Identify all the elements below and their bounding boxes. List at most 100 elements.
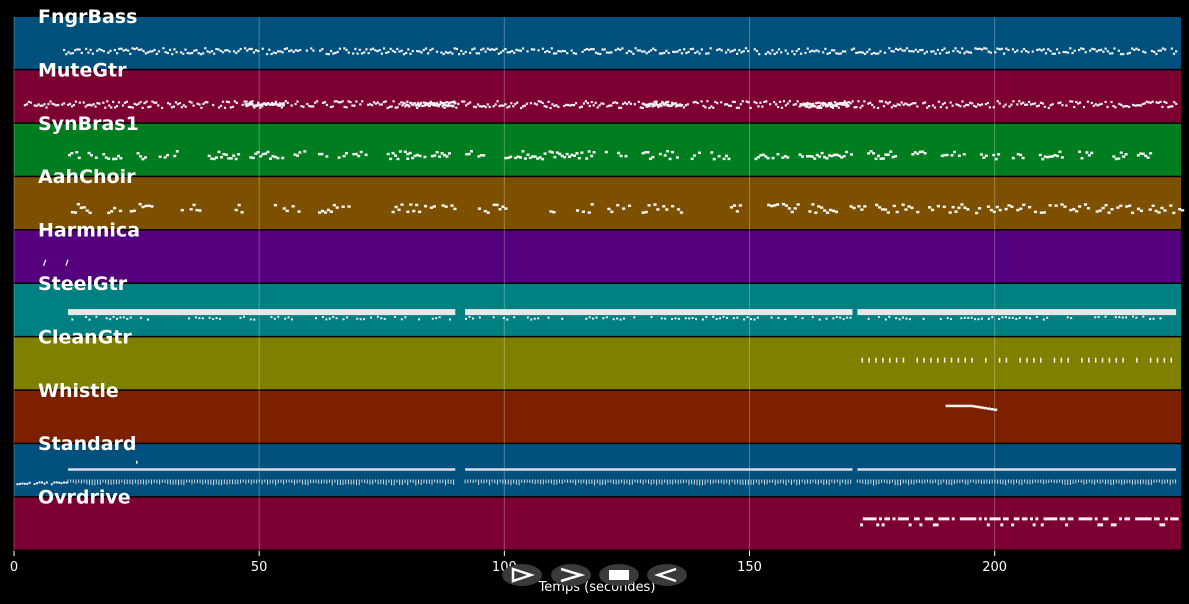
note xyxy=(815,49,818,52)
note xyxy=(63,48,66,52)
note xyxy=(1175,517,1179,521)
track-lane-aahchoir[interactable] xyxy=(14,177,1181,230)
note xyxy=(737,106,740,109)
note xyxy=(793,207,797,210)
track-lane-mutegtr[interactable] xyxy=(14,70,1181,123)
note xyxy=(1016,152,1020,156)
note xyxy=(557,105,560,108)
note xyxy=(243,47,247,50)
note xyxy=(1091,47,1094,50)
note xyxy=(832,317,835,320)
note xyxy=(814,105,817,108)
note xyxy=(253,318,256,321)
track-lane-synbras1[interactable] xyxy=(14,123,1181,176)
note xyxy=(80,51,83,55)
note xyxy=(504,207,508,210)
track-lane-whistle[interactable] xyxy=(14,390,1181,443)
note xyxy=(374,102,378,105)
note xyxy=(1100,48,1103,51)
play-button[interactable] xyxy=(502,564,542,586)
note xyxy=(956,50,959,53)
note xyxy=(274,100,278,103)
note xyxy=(875,203,879,207)
note xyxy=(963,105,966,108)
note xyxy=(653,104,656,107)
note xyxy=(548,50,551,54)
fast-forward-button[interactable] xyxy=(551,564,591,586)
note xyxy=(233,100,236,103)
note xyxy=(1095,210,1099,213)
note xyxy=(506,106,509,109)
note xyxy=(671,150,675,154)
note xyxy=(232,50,236,53)
note xyxy=(837,154,841,158)
note xyxy=(716,102,719,105)
note xyxy=(804,51,807,54)
note xyxy=(1122,155,1126,158)
note xyxy=(1033,210,1038,214)
note xyxy=(738,49,741,52)
note xyxy=(930,208,935,212)
note xyxy=(286,101,289,104)
note xyxy=(884,153,888,156)
note xyxy=(406,157,410,161)
note xyxy=(570,49,573,52)
note xyxy=(244,103,247,106)
note xyxy=(386,152,390,156)
note xyxy=(1141,102,1144,106)
rewind-button[interactable] xyxy=(647,564,687,586)
note xyxy=(1118,316,1121,319)
note xyxy=(946,517,950,521)
track-lane-cleangtr[interactable] xyxy=(14,337,1181,390)
note xyxy=(442,103,445,106)
note xyxy=(1117,157,1121,160)
note xyxy=(1169,105,1172,108)
note xyxy=(208,316,211,319)
note xyxy=(619,318,622,321)
note xyxy=(1082,105,1086,109)
note xyxy=(418,154,422,158)
track-lane-ovrdrive[interactable] xyxy=(14,497,1181,550)
note xyxy=(552,210,556,214)
note xyxy=(41,104,44,107)
note xyxy=(1066,316,1069,319)
note xyxy=(1178,207,1182,211)
note xyxy=(702,104,705,108)
note xyxy=(517,49,520,52)
note xyxy=(400,49,403,52)
note xyxy=(904,208,908,211)
note xyxy=(443,101,446,105)
note xyxy=(431,103,434,107)
note xyxy=(976,405,981,409)
note xyxy=(194,316,197,319)
note xyxy=(601,48,604,51)
note xyxy=(691,316,694,319)
note xyxy=(1172,211,1176,215)
note xyxy=(292,50,295,54)
note xyxy=(1100,102,1103,105)
note xyxy=(957,104,960,107)
note xyxy=(959,517,963,521)
note xyxy=(1160,206,1164,210)
note xyxy=(1082,47,1085,51)
note xyxy=(796,100,799,103)
note xyxy=(1043,517,1047,521)
note xyxy=(277,103,281,106)
note xyxy=(820,106,823,109)
stop-button[interactable] xyxy=(599,564,639,586)
note xyxy=(764,155,768,158)
track-lane-fngrbass[interactable] xyxy=(14,17,1181,69)
note xyxy=(23,104,27,107)
note xyxy=(892,517,896,521)
note xyxy=(184,48,187,51)
note xyxy=(585,47,589,51)
note xyxy=(777,48,781,51)
note xyxy=(424,47,428,50)
note xyxy=(192,203,196,207)
note xyxy=(992,106,995,109)
note xyxy=(484,50,487,53)
note xyxy=(469,51,472,54)
note xyxy=(574,102,578,105)
note xyxy=(996,47,999,50)
track-lane-harmnica[interactable] xyxy=(14,230,1181,283)
